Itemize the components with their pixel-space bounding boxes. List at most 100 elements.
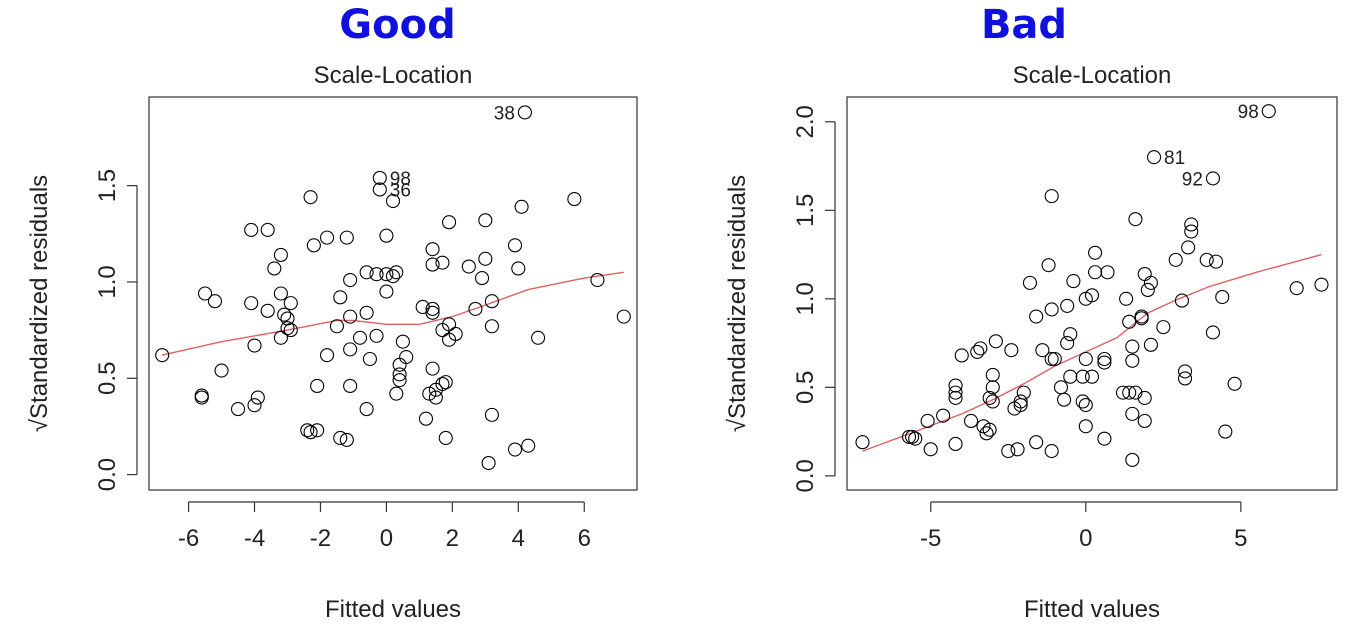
data-point	[1041, 258, 1056, 273]
data-point	[1122, 385, 1137, 400]
data-point	[1088, 265, 1103, 280]
x-tick-label: 2	[446, 525, 459, 552]
data-point	[247, 398, 262, 413]
data-point	[194, 390, 209, 405]
data-point	[1053, 380, 1069, 395]
data-point	[1134, 311, 1149, 326]
y-axis: 0.0 0.5 1.0 1.5 2.0	[792, 105, 836, 493]
x-tick-label: -6	[178, 525, 199, 552]
data-point	[273, 247, 288, 263]
data-point	[1184, 217, 1199, 232]
data-point	[985, 380, 1000, 395]
data-point	[343, 378, 358, 394]
data-point	[428, 390, 443, 405]
chart-title: Scale-Location	[1013, 62, 1172, 89]
data-point	[1044, 302, 1059, 317]
data-point	[385, 269, 401, 284]
data-point	[901, 429, 917, 444]
data-point	[359, 402, 374, 417]
data-point	[1078, 351, 1093, 367]
data-point	[468, 301, 483, 316]
good-heading: Good	[339, 2, 456, 48]
data-point	[300, 423, 315, 438]
data-point	[392, 373, 407, 388]
x-tick-label: 5	[1234, 525, 1247, 552]
y-tick-label: 1.0	[792, 282, 819, 315]
data-point	[484, 294, 499, 309]
data-point	[1181, 240, 1196, 255]
data-point	[422, 386, 437, 401]
data-point	[389, 265, 404, 280]
y-tick-label: 2.0	[792, 105, 819, 138]
data-point	[425, 301, 440, 316]
smooth-line	[162, 271, 624, 356]
data-point	[214, 363, 229, 378]
data-point	[1022, 275, 1038, 290]
data-point	[1097, 355, 1112, 370]
data-point	[1063, 327, 1078, 342]
x-tick-label: 0	[380, 525, 393, 552]
data-point	[339, 432, 354, 447]
data-point	[517, 105, 532, 120]
data-point	[1004, 343, 1019, 358]
data-point	[1199, 252, 1214, 267]
data-point	[343, 309, 358, 324]
data-point	[425, 257, 440, 272]
data-point	[303, 425, 318, 440]
data-point	[333, 290, 348, 305]
y-axis-label: √Standardized residuals	[724, 175, 751, 432]
good-scale-location-chart: Scale-Location -6 -4 -2 0 2 4 6 0.0 0.5 1.0 1.5 Fitt…	[26, 62, 638, 623]
data-point	[1078, 397, 1093, 413]
data-point	[1044, 351, 1059, 367]
data-point	[1143, 337, 1158, 352]
data-point	[320, 230, 335, 245]
data-point	[1044, 189, 1059, 204]
data-point	[1125, 353, 1140, 368]
y-tick-label: 0.5	[792, 371, 819, 404]
data-point	[425, 305, 440, 320]
point-label: 98	[1238, 102, 1259, 123]
data-point	[155, 348, 170, 363]
data-point	[310, 378, 325, 394]
data-point	[590, 272, 605, 288]
data-point	[369, 328, 384, 343]
data-point	[1060, 298, 1075, 313]
y-tick-label: 0.5	[94, 362, 121, 395]
bad-heading: Bad	[980, 2, 1068, 48]
data-point	[1066, 274, 1081, 289]
data-point	[1209, 254, 1224, 269]
data-point	[1075, 394, 1090, 409]
data-point	[954, 348, 969, 363]
data-point	[343, 272, 358, 288]
data-point	[343, 342, 358, 357]
plot-frame	[846, 96, 1338, 491]
data-point	[1125, 406, 1140, 421]
data-point	[359, 305, 374, 320]
data-point	[392, 367, 407, 382]
data-point	[478, 213, 493, 228]
x-tick-label: 4	[512, 525, 525, 552]
data-point	[244, 222, 259, 237]
data-point	[1143, 275, 1158, 290]
data-point	[1016, 385, 1031, 400]
data-point	[1029, 309, 1044, 324]
data-point	[1137, 266, 1152, 282]
data-point	[507, 238, 523, 253]
y-axis-label: √Standardized residuals	[26, 175, 53, 432]
data-point	[442, 215, 457, 230]
data-point	[985, 367, 1000, 382]
y-tick-label: 0.0	[94, 458, 121, 491]
data-point	[484, 319, 499, 334]
data-point	[979, 426, 994, 441]
data-point	[310, 423, 325, 438]
data-point	[329, 319, 344, 334]
data-point	[507, 442, 523, 457]
data-point	[1047, 351, 1062, 367]
data-point	[484, 407, 499, 422]
data-point	[855, 435, 870, 450]
data-point	[567, 192, 582, 207]
data-point	[1227, 376, 1242, 391]
data-point	[198, 286, 213, 301]
data-point	[1084, 369, 1100, 384]
data-point	[1010, 442, 1025, 457]
